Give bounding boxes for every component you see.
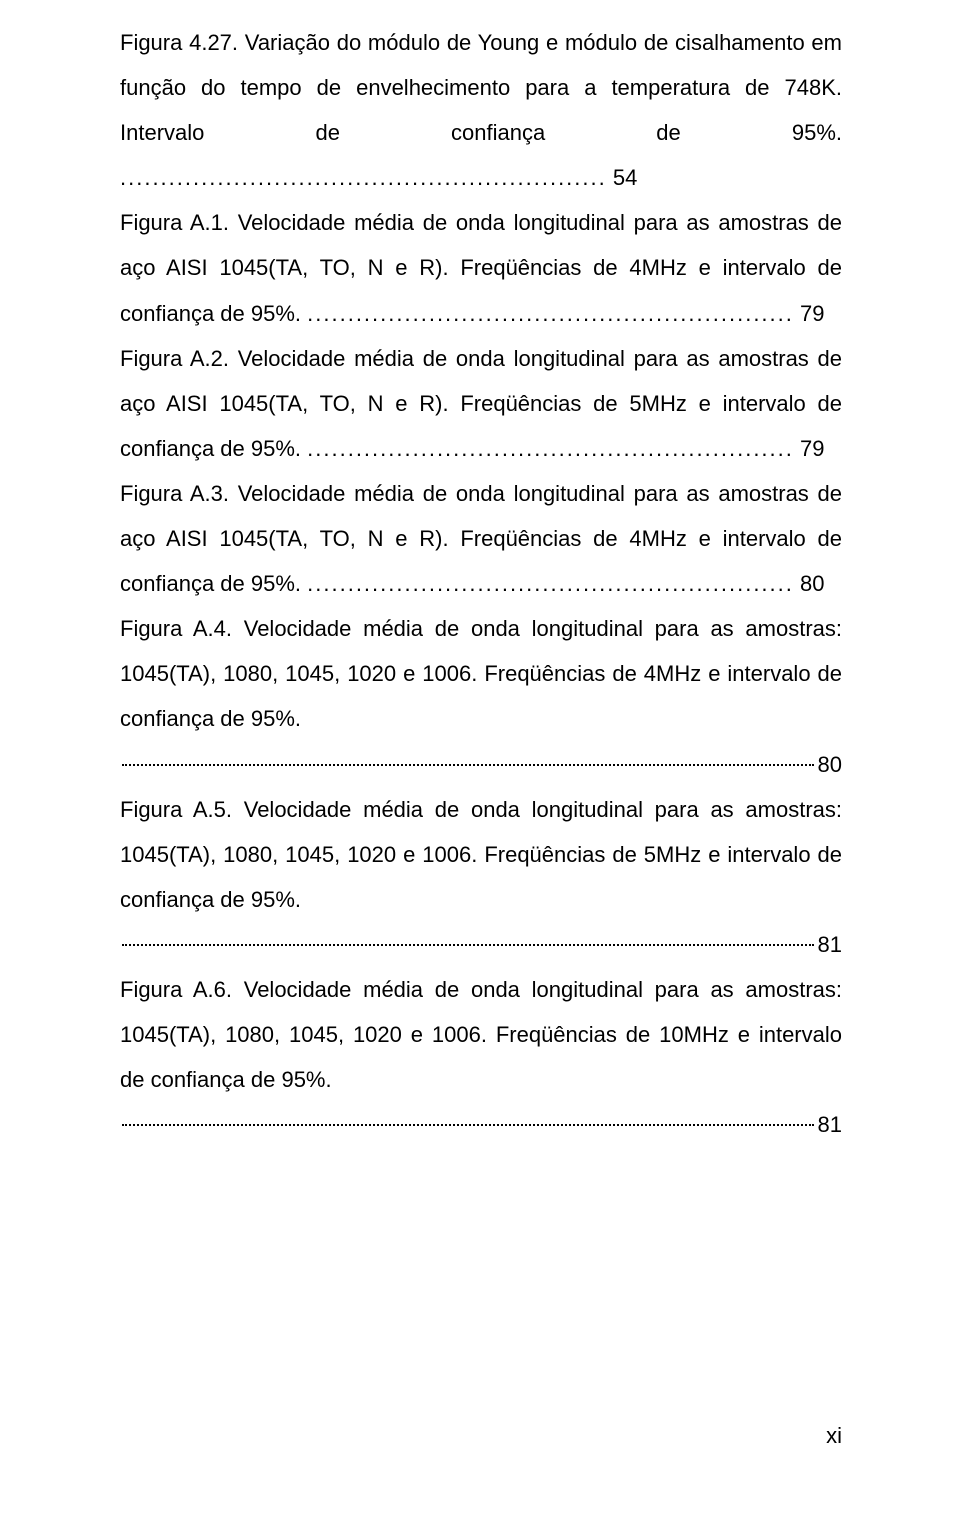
leader-dots: ........................................… — [120, 165, 607, 190]
figure-entry: Figura A.4. Velocidade média de onda lon… — [120, 606, 842, 741]
figure-page: 80 — [794, 571, 825, 596]
figure-entry: Figura A.3. Velocidade média de onda lon… — [120, 471, 842, 606]
figure-list: Figura 4.27. Variação do módulo de Young… — [120, 20, 842, 1147]
figure-entry: Figura A.6. Velocidade média de onda lon… — [120, 967, 842, 1102]
figure-leader-line: 80 — [120, 742, 842, 787]
leader-dots: ........................................… — [307, 571, 794, 596]
figure-entry: Figura A.1. Velocidade média de onda lon… — [120, 200, 842, 335]
leader-dots — [122, 763, 814, 766]
figure-page: 80 — [818, 742, 842, 787]
figure-page: 81 — [818, 1102, 842, 1147]
figure-entry: Figura A.2. Velocidade média de onda lon… — [120, 336, 842, 471]
leader-dots: ........................................… — [307, 436, 794, 461]
figure-page: 81 — [818, 922, 842, 967]
figure-entry: Figura A.5. Velocidade média de onda lon… — [120, 787, 842, 922]
figure-leader-line: 81 — [120, 922, 842, 967]
figure-page: 79 — [794, 301, 825, 326]
figure-leader-line: 81 — [120, 1102, 842, 1147]
figure-entry: Figura 4.27. Variação do módulo de Young… — [120, 20, 842, 200]
page-number: xi — [826, 1423, 842, 1449]
document-page: Figura 4.27. Variação do módulo de Young… — [0, 0, 960, 1539]
figure-text: Figura 4.27. Variação do módulo de Young… — [120, 30, 842, 145]
leader-dots — [122, 943, 814, 946]
figure-page: 54 — [607, 165, 638, 190]
leader-dots — [122, 1123, 814, 1126]
figure-page: 79 — [794, 436, 825, 461]
leader-dots: ........................................… — [307, 301, 794, 326]
